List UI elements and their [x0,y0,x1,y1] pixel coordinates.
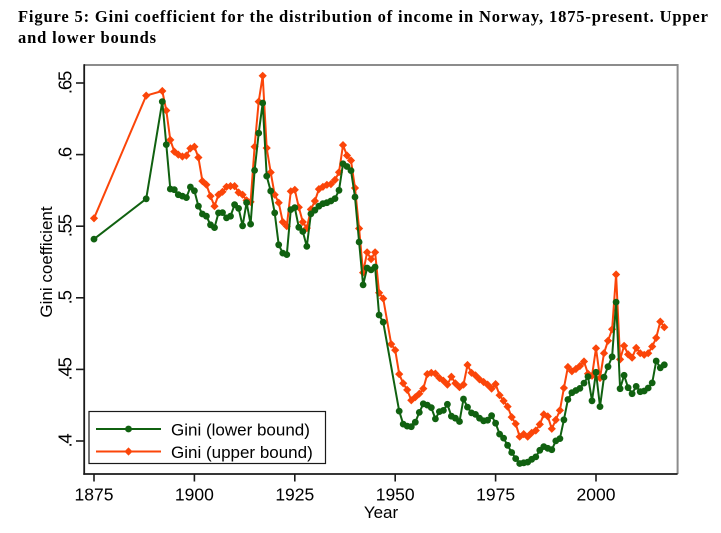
svg-text:1925: 1925 [275,485,314,505]
svg-text:.6: .6 [55,147,76,161]
svg-text:1875: 1875 [75,485,114,505]
svg-text:Gini coefficient: Gini coefficient [37,206,56,317]
svg-text:.55: .55 [55,214,76,237]
svg-text:1900: 1900 [175,485,214,505]
svg-text:Year: Year [364,503,399,522]
svg-text:2000: 2000 [577,485,616,505]
svg-text:Gini (lower bound): Gini (lower bound) [171,421,310,440]
svg-text:1950: 1950 [376,485,415,505]
svg-text:1975: 1975 [476,485,515,505]
svg-text:.5: .5 [55,290,76,304]
svg-text:Gini (upper bound): Gini (upper bound) [171,443,313,462]
svg-text:.65: .65 [55,71,76,94]
svg-text:.45: .45 [55,357,76,380]
svg-text:.4: .4 [55,434,76,448]
